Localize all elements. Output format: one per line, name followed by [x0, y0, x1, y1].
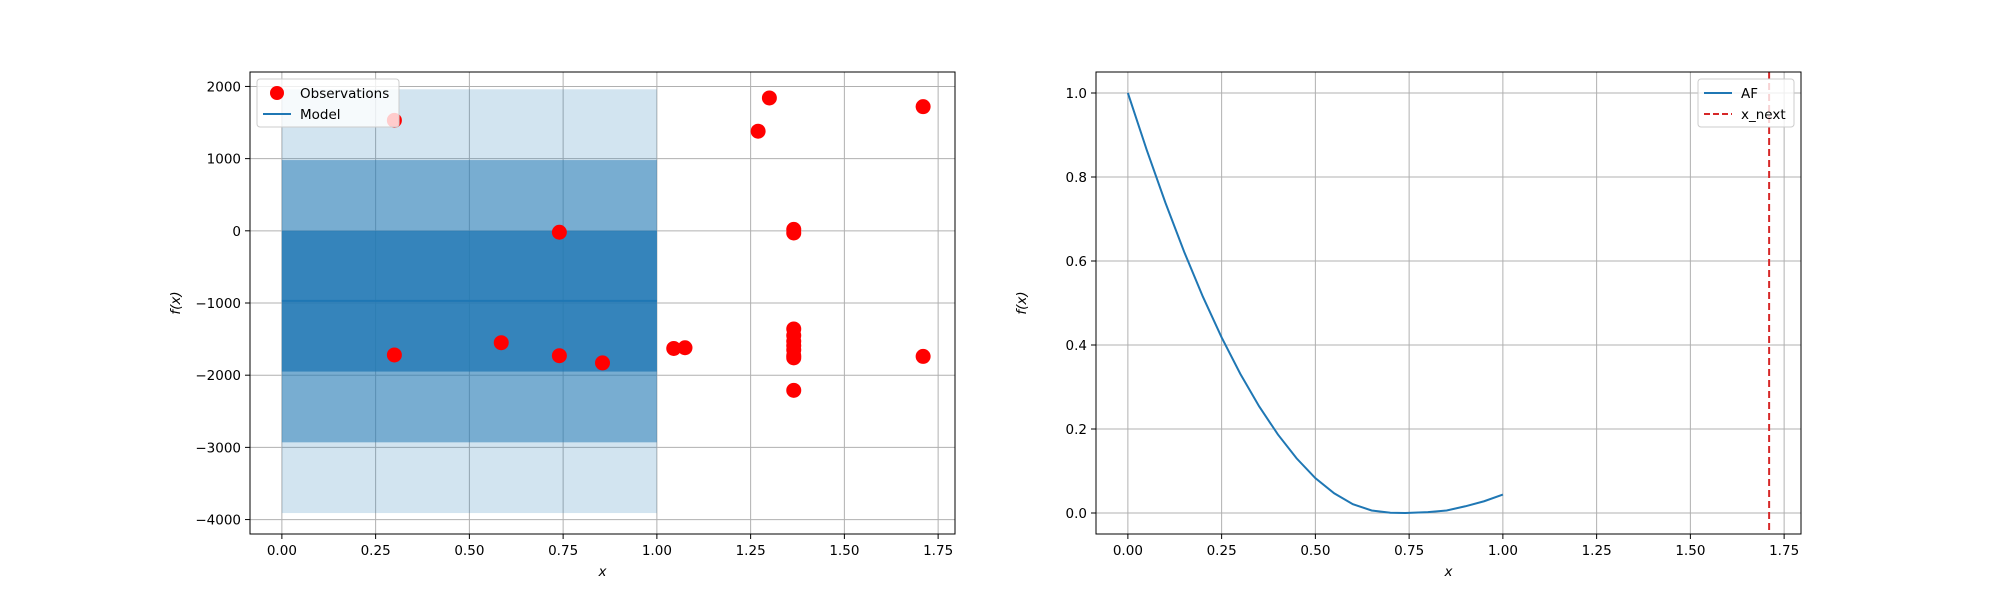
y-tick-label: 0.2: [1066, 422, 1087, 438]
right-plot-y-axis-label: f(x): [1014, 291, 1030, 314]
observation-point: [915, 99, 931, 115]
x-tick-label: 0.75: [548, 543, 578, 559]
x-tick-label: 0.75: [1394, 543, 1424, 559]
x-tick-label: 0.00: [1113, 543, 1143, 559]
observation-point: [551, 348, 567, 364]
x-tick-label: 1.75: [1769, 543, 1799, 559]
observation-point: [677, 340, 693, 356]
y-tick-label: 0.4: [1066, 338, 1087, 354]
y-tick-label: −3000: [195, 440, 241, 456]
y-tick-label: 0.6: [1066, 254, 1087, 270]
x-tick-label: 1.50: [1675, 543, 1705, 559]
x-tick-label: 1.00: [1488, 543, 1518, 559]
right-plot-frame: [1095, 71, 1802, 535]
observation-point: [786, 350, 802, 366]
y-tick-label: −2000: [195, 368, 241, 384]
right-plot: 0.00 0.25 0.50 0.75 1.00 1.25 1.50 1.75 0.00.20…: [1014, 71, 1802, 580]
right-plot-legend: AF x_next: [1697, 78, 1795, 128]
af-curve: [1126, 92, 1504, 515]
right-plot-x-axis-label: x: [1444, 564, 1454, 580]
observation-point: [915, 348, 931, 364]
y-tick-label: 0: [232, 224, 241, 240]
legend-model-label: Model: [300, 107, 341, 123]
left-plot: 0.00 0.25 0.50 0.75 1.00 1.25 1.50 1.75 −4000 −3…: [168, 71, 956, 580]
legend-x-next-label: x_next: [1741, 107, 1786, 123]
right-plot-x-ticks: 0.00 0.25 0.50 0.75 1.00 1.25 1.50 1.75: [1113, 534, 1799, 559]
y-tick-label: 1.0: [1066, 86, 1087, 102]
observation-point: [493, 335, 509, 351]
left-plot-legend: Observations Model: [256, 78, 400, 128]
legend-af-label: AF: [1741, 86, 1758, 102]
observation-point: [786, 382, 802, 398]
x-tick-label: 0.25: [1207, 543, 1237, 559]
x-tick-label: 0.00: [267, 543, 297, 559]
legend-observations-label: Observations: [300, 86, 389, 102]
observation-point: [666, 340, 682, 356]
right-plot-grid: [1096, 72, 1801, 534]
y-tick-label: 0.0: [1066, 506, 1087, 522]
y-tick-label: 2000: [207, 79, 241, 95]
x-tick-label: 1.25: [1582, 543, 1612, 559]
x-tick-label: 0.50: [454, 543, 484, 559]
legend-observations-marker: [270, 86, 284, 100]
observation-point: [761, 90, 777, 106]
observation-point: [386, 347, 402, 363]
left-plot-y-ticks: −4000 −3000 −2000 −1000 0 1000 2000: [195, 79, 250, 529]
left-plot-legend-box: [256, 78, 400, 128]
observation-point: [750, 123, 766, 139]
left-plot-x-axis-label: x: [598, 564, 608, 580]
x-tick-label: 0.50: [1300, 543, 1330, 559]
x-tick-label: 1.25: [736, 543, 766, 559]
y-tick-label: −1000: [195, 296, 241, 312]
observation-point: [786, 225, 802, 241]
observation-point: [551, 224, 567, 240]
left-plot-x-ticks: 0.00 0.25 0.50 0.75 1.00 1.25 1.50 1.75: [267, 534, 953, 559]
right-plot-y-ticks: 0.0 0.2 0.4 0.6 0.8 1.0: [1066, 86, 1096, 522]
x-tick-label: 1.00: [642, 543, 672, 559]
y-tick-label: 1000: [207, 152, 241, 168]
left-plot-y-axis-label: f(x): [168, 291, 184, 314]
x-tick-label: 1.50: [829, 543, 859, 559]
x-tick-label: 1.75: [923, 543, 953, 559]
x-tick-label: 0.25: [361, 543, 391, 559]
y-tick-label: 0.8: [1066, 170, 1087, 186]
observation-point: [595, 355, 610, 371]
y-tick-label: −4000: [195, 513, 241, 529]
